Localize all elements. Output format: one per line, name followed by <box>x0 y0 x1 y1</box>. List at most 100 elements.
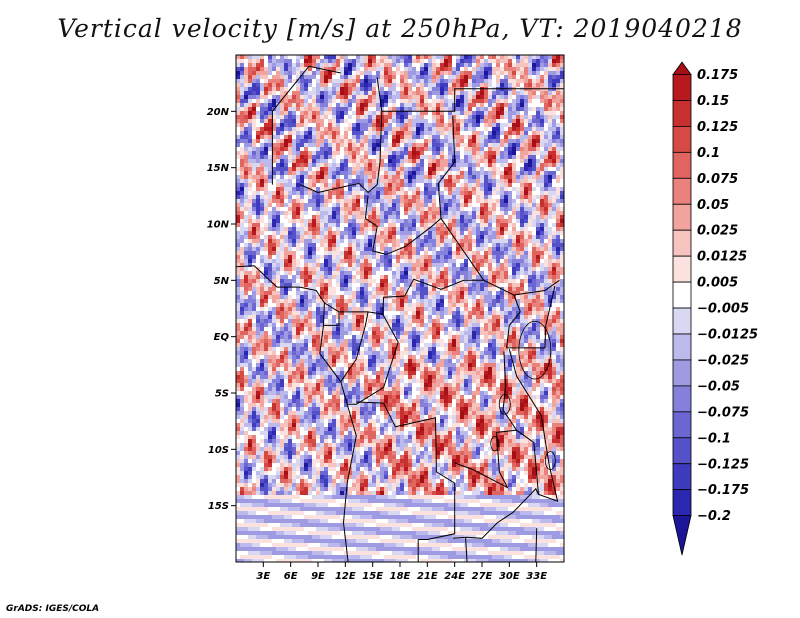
field-cell <box>544 275 548 279</box>
field-cell <box>304 263 308 267</box>
field-cell <box>384 71 388 75</box>
field-cell <box>524 287 528 291</box>
field-cell <box>556 235 560 239</box>
field-cell <box>460 231 464 235</box>
field-cell <box>260 239 264 243</box>
field-cell <box>336 231 340 235</box>
field-cell <box>412 87 416 91</box>
field-cell <box>328 207 332 211</box>
field-cell <box>532 259 536 263</box>
field-cell <box>504 215 508 219</box>
field-cell <box>268 263 272 267</box>
field-cell <box>412 263 416 267</box>
field-cell <box>292 67 296 71</box>
field-cell <box>316 271 320 275</box>
field-cell <box>328 251 332 255</box>
field-cell <box>560 291 564 295</box>
field-cell <box>236 63 240 67</box>
field-cell <box>532 283 536 287</box>
field-cell <box>388 159 392 163</box>
field-cell <box>268 99 272 103</box>
field-cell <box>432 103 436 107</box>
field-cell <box>328 91 332 95</box>
field-cell <box>376 115 380 119</box>
field-cell <box>280 167 284 171</box>
field-cell <box>412 83 416 87</box>
field-cell <box>524 159 528 163</box>
field-cell <box>532 199 536 203</box>
field-cell <box>304 83 308 87</box>
field-cell <box>500 235 504 239</box>
field-cell <box>428 127 432 131</box>
field-cell <box>492 59 496 63</box>
field-cell <box>396 119 400 123</box>
field-cell <box>312 215 316 219</box>
field-cell <box>264 219 268 223</box>
field-cell <box>328 203 332 207</box>
field-cell <box>536 135 540 139</box>
field-cell <box>328 123 332 127</box>
field-cell <box>248 259 252 263</box>
field-cell <box>272 63 276 67</box>
field-cell <box>556 79 560 83</box>
field-cell <box>236 263 240 267</box>
field-cell <box>520 175 524 179</box>
field-cell <box>304 63 308 67</box>
field-cell <box>264 251 268 255</box>
field-cell <box>240 115 244 119</box>
field-cell <box>244 75 248 79</box>
field-cell <box>328 95 332 99</box>
field-cell <box>472 99 476 103</box>
field-cell <box>300 119 304 123</box>
field-cell <box>236 291 240 295</box>
field-cell <box>460 283 464 287</box>
field-cell <box>528 287 532 291</box>
field-cell <box>364 99 368 103</box>
field-cell <box>476 167 480 171</box>
field-cell <box>264 131 268 135</box>
field-cell <box>244 275 248 279</box>
field-cell <box>484 227 488 231</box>
field-cell <box>356 151 360 155</box>
field-cell <box>496 91 500 95</box>
field-cell <box>532 147 536 151</box>
field-cell <box>276 55 280 59</box>
field-cell <box>288 103 292 107</box>
field-cell <box>252 83 256 87</box>
field-cell <box>312 211 316 215</box>
field-cell <box>488 75 492 79</box>
field-cell <box>420 127 424 131</box>
field-cell <box>356 175 360 179</box>
field-cell <box>356 71 360 75</box>
field-cell <box>340 111 344 115</box>
field-cell <box>316 283 320 287</box>
field-cell <box>520 127 524 131</box>
field-cell <box>492 267 496 271</box>
field-cell <box>384 291 388 295</box>
field-cell <box>280 151 284 155</box>
field-cell <box>332 183 336 187</box>
field-cell <box>240 263 244 267</box>
field-cell <box>448 251 452 255</box>
field-cell <box>464 251 468 255</box>
field-cell <box>264 103 268 107</box>
field-cell <box>256 263 260 267</box>
field-cell <box>244 103 248 107</box>
field-cell <box>488 251 492 255</box>
field-cell <box>388 267 392 271</box>
field-cell <box>432 87 436 91</box>
field-cell <box>428 151 432 155</box>
field-cell <box>296 263 300 267</box>
field-cell <box>492 123 496 127</box>
field-cell <box>392 155 396 159</box>
field-cell <box>276 115 280 119</box>
field-cell <box>536 215 540 219</box>
field-cell <box>324 119 328 123</box>
field-cell <box>380 123 384 127</box>
field-cell <box>532 223 536 227</box>
field-cell <box>472 239 476 243</box>
field-cell <box>484 271 488 275</box>
field-cell <box>456 147 460 151</box>
field-cell <box>256 271 260 275</box>
field-cell <box>352 247 356 251</box>
